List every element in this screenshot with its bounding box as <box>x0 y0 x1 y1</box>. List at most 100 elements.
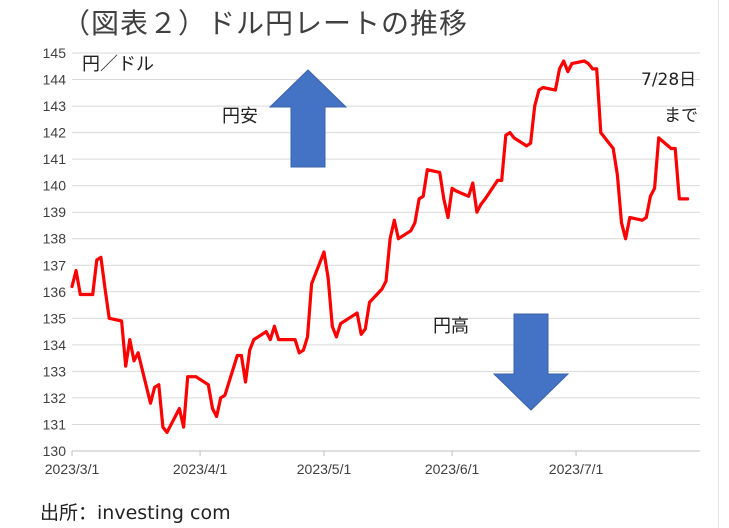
data-point <box>504 133 508 137</box>
x-tick-label: 2023/4/1 <box>173 461 228 477</box>
y-tick-label: 141 <box>43 151 67 167</box>
x-tick-label: 2023/7/1 <box>549 461 604 477</box>
y-tick-labels: 130 131 132 133 134 135 136 137 138 139 140 141 142 1… <box>43 45 67 459</box>
data-point <box>425 168 429 172</box>
y-axis-label: 円／ドル <box>82 54 154 75</box>
y-tick-label: 144 <box>43 72 67 88</box>
data-point <box>438 171 442 174</box>
data-point <box>326 277 330 280</box>
data-point <box>628 216 632 219</box>
y-tick-label: 143 <box>43 98 67 114</box>
y-tick-label: 142 <box>43 125 67 141</box>
data-point <box>611 147 615 150</box>
data-point <box>182 425 186 429</box>
data-point <box>293 338 297 341</box>
data-point <box>355 311 359 315</box>
data-point <box>132 359 136 363</box>
data-point <box>496 179 499 182</box>
data-point <box>297 351 301 355</box>
data-point <box>529 141 532 145</box>
data-point <box>273 324 276 328</box>
data-point <box>653 186 656 190</box>
y-tick-label: 140 <box>43 178 67 194</box>
data-point <box>479 202 483 206</box>
data-point <box>211 407 214 410</box>
data-point <box>120 319 123 323</box>
data-point <box>277 338 280 341</box>
data-point <box>165 431 169 434</box>
y-tick-label: 136 <box>43 284 67 300</box>
data-point <box>161 425 165 429</box>
data-point <box>537 88 541 92</box>
yen-weak-label: 円安 <box>222 106 258 127</box>
x-tick-label: 2023/6/1 <box>425 461 480 477</box>
data-point <box>454 189 458 193</box>
data-point <box>566 70 570 73</box>
data-point <box>215 415 219 418</box>
data-point <box>442 197 446 201</box>
data-point <box>541 86 545 89</box>
yen-strong-label: 円高 <box>433 316 469 337</box>
data-point <box>268 338 272 341</box>
data-point <box>248 348 252 352</box>
right-border <box>718 0 719 528</box>
data-point <box>194 375 198 379</box>
data-point <box>599 131 603 135</box>
data-point <box>467 194 470 198</box>
data-point <box>186 375 190 379</box>
y-tick-label: 134 <box>43 337 67 353</box>
data-point <box>392 218 396 222</box>
data-point <box>244 380 247 384</box>
data-point <box>124 364 128 368</box>
data-point <box>95 258 99 262</box>
data-point <box>240 354 243 357</box>
data-point <box>103 287 107 291</box>
y-tick-label: 130 <box>43 443 67 459</box>
y-tick-label: 131 <box>43 416 67 432</box>
until-suffix-label: まで <box>664 106 698 126</box>
data-point <box>616 173 619 177</box>
y-tick-label: 138 <box>43 231 67 247</box>
data-point <box>587 62 590 65</box>
data-point <box>99 255 103 259</box>
data-point <box>310 282 313 286</box>
data-point <box>417 197 421 201</box>
data-point <box>302 348 305 352</box>
data-point <box>508 131 512 135</box>
data-point <box>107 316 111 320</box>
data-point <box>673 147 677 150</box>
gridlines <box>72 52 700 425</box>
data-point <box>128 338 132 341</box>
data-point <box>153 385 157 389</box>
data-point <box>388 237 392 241</box>
data-point <box>558 67 561 71</box>
data-point <box>582 59 586 63</box>
data-point <box>512 136 516 140</box>
data-point <box>281 338 285 341</box>
data-point <box>190 375 194 379</box>
data-point <box>409 229 413 233</box>
data-point <box>149 401 152 405</box>
data-point <box>686 197 689 201</box>
data-point <box>624 237 627 241</box>
data-point <box>235 354 239 357</box>
y-tick-label: 135 <box>43 310 67 326</box>
data-point <box>446 216 450 219</box>
data-point <box>533 104 537 108</box>
source-note: 出所：investing com <box>40 502 231 524</box>
data-point <box>178 407 181 410</box>
data-point <box>359 332 363 336</box>
data-point <box>640 218 644 222</box>
x-tick-labels: 2023/3/1 2023/4/1 2023/5/1 2023/6/1 2023/7/1 <box>45 451 604 477</box>
data-point <box>591 67 594 71</box>
data-point <box>223 393 227 397</box>
data-point <box>351 314 355 318</box>
data-point <box>335 335 338 339</box>
data-point <box>339 322 342 325</box>
data-point <box>554 88 557 92</box>
data-point <box>70 285 74 288</box>
data-point <box>595 67 599 71</box>
down-arrow-icon <box>492 313 570 411</box>
x-tick-label: 2023/3/1 <box>45 461 100 477</box>
data-point <box>562 59 566 63</box>
